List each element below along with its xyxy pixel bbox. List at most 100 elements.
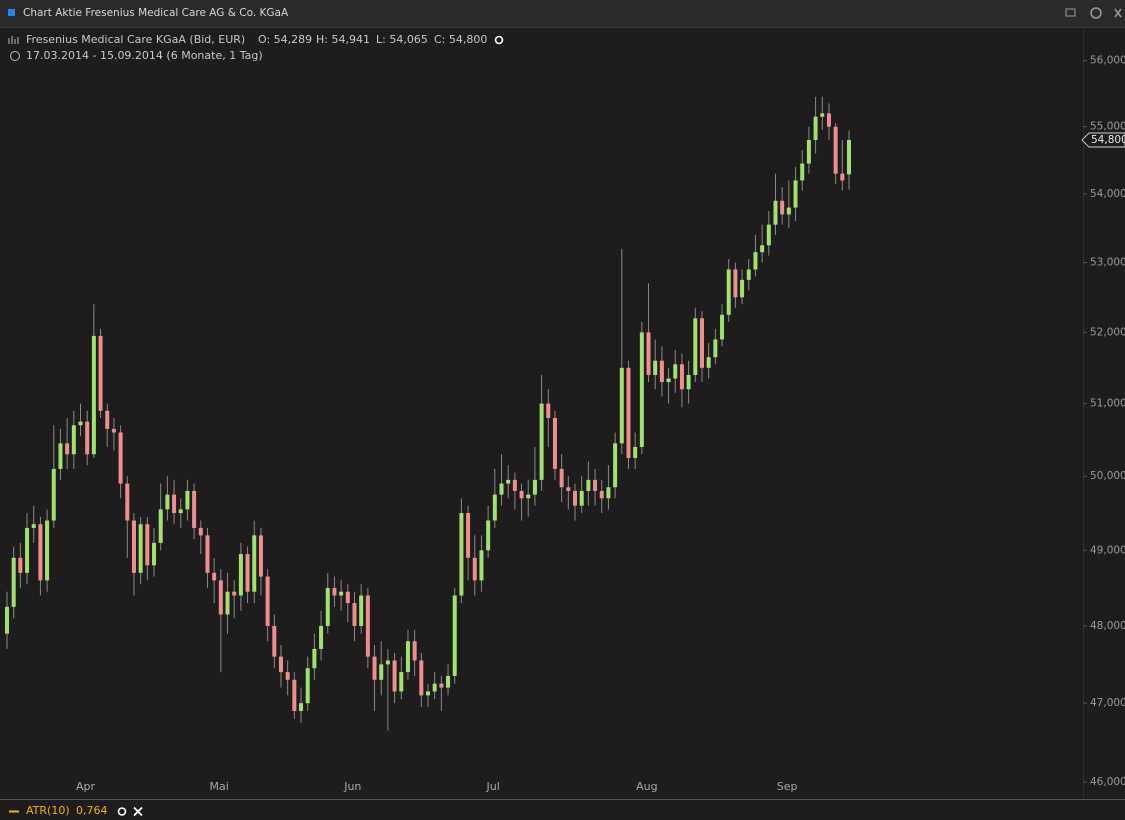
candle-body xyxy=(780,200,785,215)
candle-body xyxy=(546,403,551,419)
candle-body xyxy=(145,524,150,566)
candle-body xyxy=(272,625,277,657)
candle-body xyxy=(512,479,517,491)
candle-body xyxy=(626,367,631,458)
last-price-label: 54,800 xyxy=(1091,134,1125,146)
candle-body xyxy=(479,550,484,581)
candle-body xyxy=(573,490,578,506)
candle-body xyxy=(552,418,557,469)
candle-body xyxy=(579,490,584,506)
legend-close: C: 54,800 xyxy=(434,33,487,46)
candle-body xyxy=(232,591,237,596)
candle-body xyxy=(352,603,357,626)
candle-body xyxy=(51,468,56,521)
candle-body xyxy=(138,524,143,573)
indicator-settings[interactable] xyxy=(117,807,127,816)
candle-body xyxy=(472,557,477,581)
x-tick-label: Sep xyxy=(777,780,798,793)
candle-body xyxy=(666,378,671,383)
y-tick-label: 53,000 xyxy=(1090,257,1125,269)
candle-body xyxy=(305,668,310,704)
candle-body xyxy=(633,447,638,458)
candle-body xyxy=(25,527,30,573)
candle-body xyxy=(5,606,9,634)
candle-body xyxy=(131,520,136,573)
legend-open: O: 54,289 xyxy=(258,33,312,46)
candle-body xyxy=(152,542,157,566)
candle-body xyxy=(486,520,491,551)
legend-settings[interactable] xyxy=(494,35,504,45)
candle-body xyxy=(566,487,571,491)
candle-body xyxy=(753,252,758,270)
candle-body xyxy=(178,509,183,514)
candle-body xyxy=(252,535,257,592)
candle-body xyxy=(238,554,243,596)
candle-body xyxy=(659,360,664,383)
candle-body xyxy=(78,421,83,426)
candle-body xyxy=(673,364,678,379)
candle-body xyxy=(766,224,771,246)
y-tick-label: 49,000 xyxy=(1090,544,1125,556)
candle-body xyxy=(185,490,190,510)
candle-body xyxy=(793,180,798,208)
detach-button[interactable] xyxy=(1065,8,1076,17)
y-tick-label: 50,000 xyxy=(1090,470,1125,482)
legend-range: 17.03.2014 - 15.09.2014 (6 Monate, 1 Tag… xyxy=(26,49,263,62)
window-icon xyxy=(8,9,15,16)
window-title: Chart Aktie Fresenius Medical Care AG & … xyxy=(23,7,289,19)
candle-body xyxy=(426,691,430,696)
candle-body xyxy=(806,140,811,164)
candle-body xyxy=(699,318,704,368)
candle-body xyxy=(653,360,658,375)
candle-body xyxy=(265,576,270,626)
candle-body xyxy=(105,410,110,429)
candle-body xyxy=(800,163,805,181)
candle-body xyxy=(325,587,330,626)
candle-body xyxy=(65,443,70,455)
close-button[interactable] xyxy=(1114,8,1122,18)
candle-body xyxy=(452,595,457,676)
candle-body xyxy=(399,672,404,692)
candle-body xyxy=(205,535,210,573)
candle-body xyxy=(646,332,651,375)
candle-body xyxy=(71,425,76,455)
candle-body xyxy=(285,672,290,680)
candle-body xyxy=(212,572,217,581)
candle-body xyxy=(18,557,23,573)
indicator-value: 0,764 xyxy=(76,804,108,817)
candle-body xyxy=(606,487,611,499)
candle-body xyxy=(773,200,778,225)
clock-icon xyxy=(10,51,20,61)
candle-body xyxy=(111,428,116,433)
candle-body xyxy=(713,339,718,358)
candle-body xyxy=(526,494,531,499)
candle-body xyxy=(379,664,384,680)
candle-body xyxy=(686,374,691,390)
candle-body xyxy=(419,660,424,696)
candle-body xyxy=(492,494,497,521)
candle-body xyxy=(218,580,223,615)
candle-body xyxy=(365,595,370,657)
candle-body xyxy=(586,479,591,491)
y-tick-label: 55,000 xyxy=(1090,121,1125,133)
indicator-remove[interactable] xyxy=(133,806,143,817)
candle-body xyxy=(38,524,43,581)
x-tick-label: Mai xyxy=(210,780,229,793)
candle-body xyxy=(813,116,818,141)
indicator-name: ATR(10) xyxy=(26,804,70,817)
candle-body xyxy=(619,367,624,444)
candle-body xyxy=(172,494,177,514)
window-controls[interactable] xyxy=(1065,7,1122,19)
y-tick-label: 46,000 xyxy=(1090,776,1125,788)
candle-body xyxy=(559,468,564,488)
candle-body xyxy=(385,660,390,665)
settings-button[interactable] xyxy=(1090,7,1102,19)
legend-low: L: 54,065 xyxy=(376,33,428,46)
legend-high: H: 54,941 xyxy=(316,33,370,46)
candle-body xyxy=(319,625,324,649)
candle-body xyxy=(58,443,63,469)
candle-body xyxy=(733,269,738,298)
candle-body xyxy=(459,513,464,596)
